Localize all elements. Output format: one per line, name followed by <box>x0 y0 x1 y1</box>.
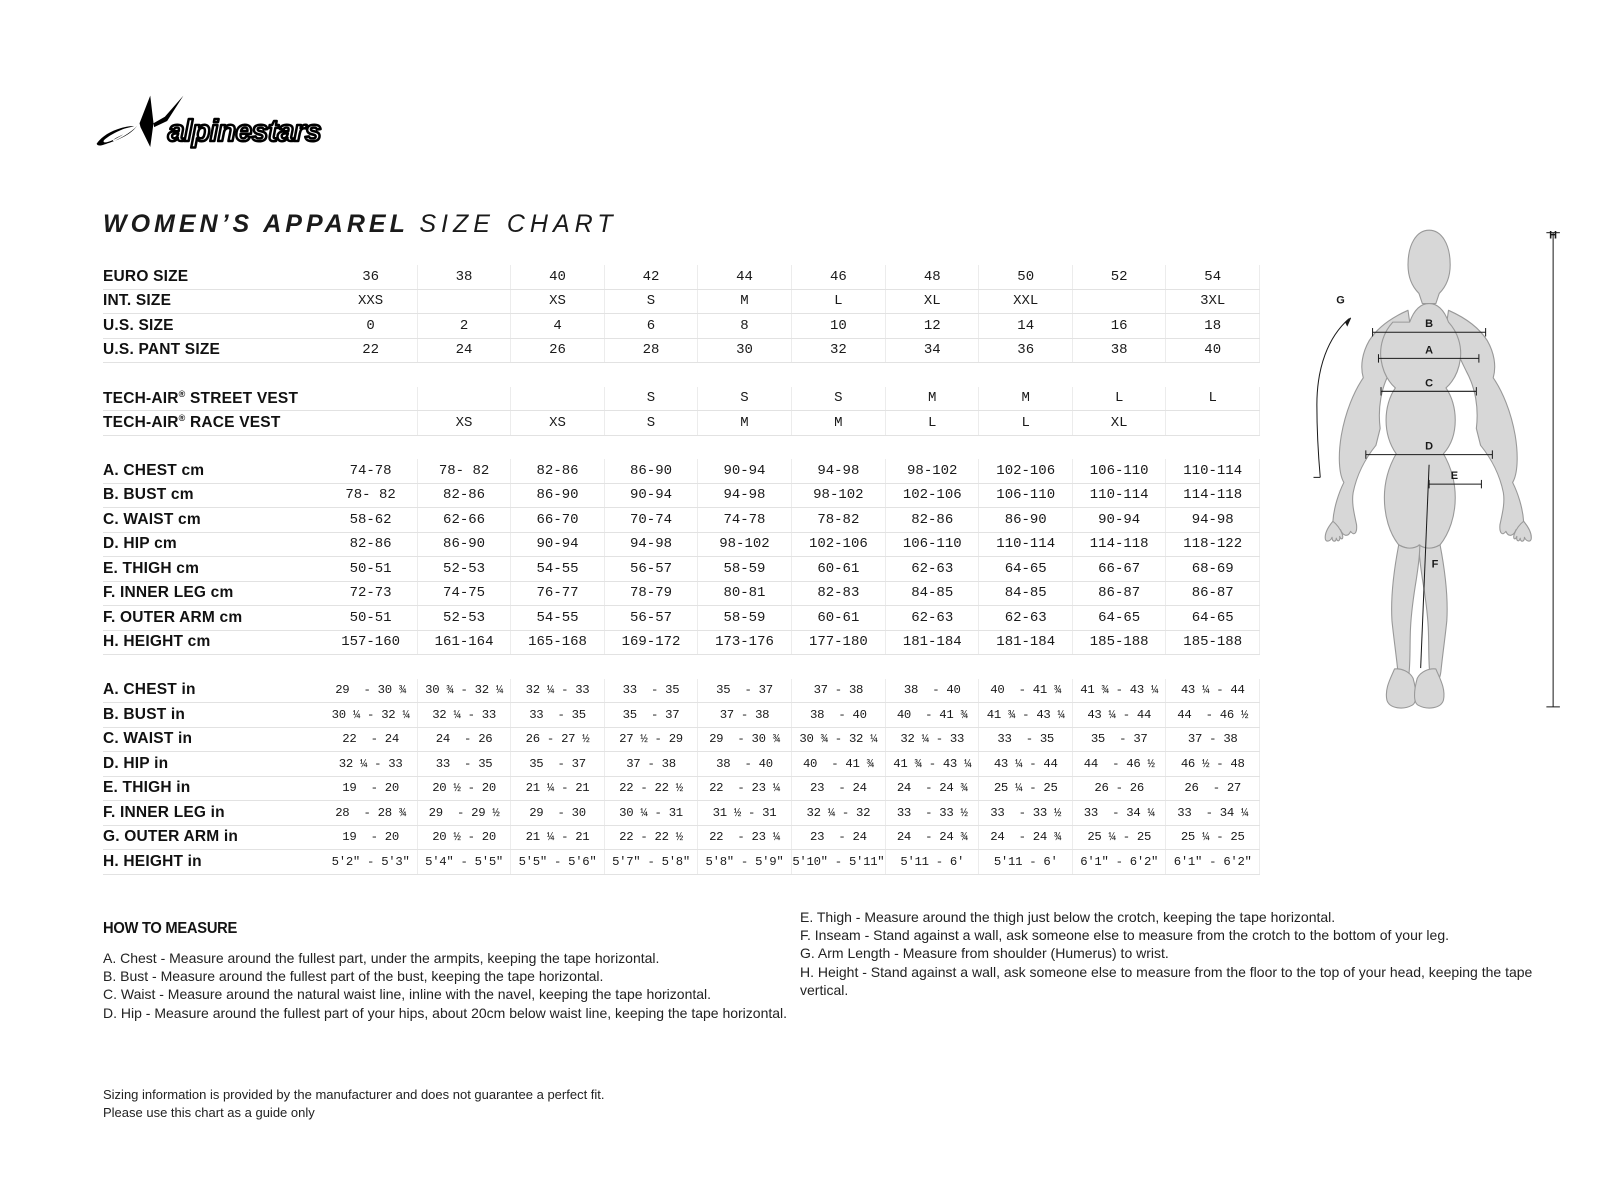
svg-text:H: H <box>1549 230 1557 242</box>
svg-text:A: A <box>1425 344 1433 356</box>
svg-text:alpinestars: alpinestars <box>168 114 321 149</box>
svg-text:G: G <box>1336 295 1345 307</box>
svg-text:E: E <box>1451 470 1458 482</box>
svg-text:C: C <box>1425 377 1433 389</box>
svg-text:B: B <box>1425 318 1433 330</box>
svg-text:D: D <box>1425 441 1433 453</box>
svg-text:F: F <box>1432 559 1439 571</box>
